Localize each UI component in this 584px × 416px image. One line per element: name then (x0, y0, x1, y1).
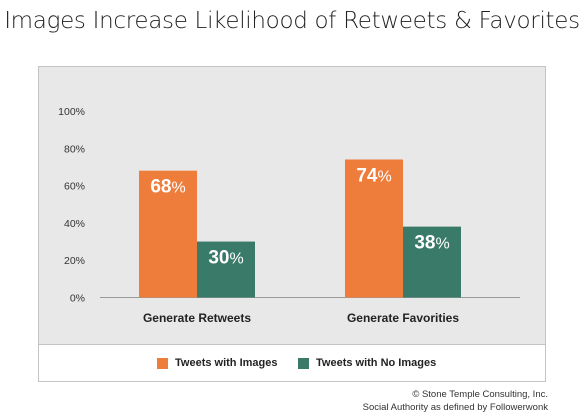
y-tick-label: 40% (64, 218, 85, 230)
category-label: Generate Favorities (347, 311, 459, 325)
legend-label-with-images: Tweets with Images (175, 357, 278, 369)
bar-with-images-favorites (345, 159, 403, 298)
y-tick-label: 80% (64, 143, 85, 155)
bar-with-images-retweets (139, 170, 197, 298)
y-tick-label: 20% (64, 255, 85, 267)
chart-title: Images Increase Likelihood of Retweets &… (4, 8, 580, 34)
bar-no-images-retweets (197, 241, 255, 298)
legend-label-no-images: Tweets with No Images (316, 357, 437, 369)
bar-value-label: 68% (150, 177, 185, 198)
legend-swatch-with-images (157, 357, 168, 369)
legend (38, 344, 546, 382)
legend-item-no-images: Tweets with No Images (298, 356, 436, 370)
footer-copyright: © Stone Temple Consulting, Inc. (412, 389, 548, 400)
y-tick-label: 60% (64, 181, 85, 193)
chart-frame (38, 66, 546, 382)
bar-no-images-favorites (403, 226, 461, 298)
bar-value-label: 38% (414, 233, 449, 254)
y-tick-label: 100% (58, 106, 85, 118)
legend-item-with-images: Tweets with Images (157, 356, 278, 370)
y-tick-label: 0% (70, 293, 85, 305)
bar-value-label: 30% (208, 248, 243, 269)
legend-swatch-no-images (298, 357, 309, 369)
footer-source: Social Authority as defined by Followerw… (362, 402, 548, 413)
category-label: Generate Retweets (143, 311, 251, 325)
bar-value-label: 74% (356, 165, 391, 186)
